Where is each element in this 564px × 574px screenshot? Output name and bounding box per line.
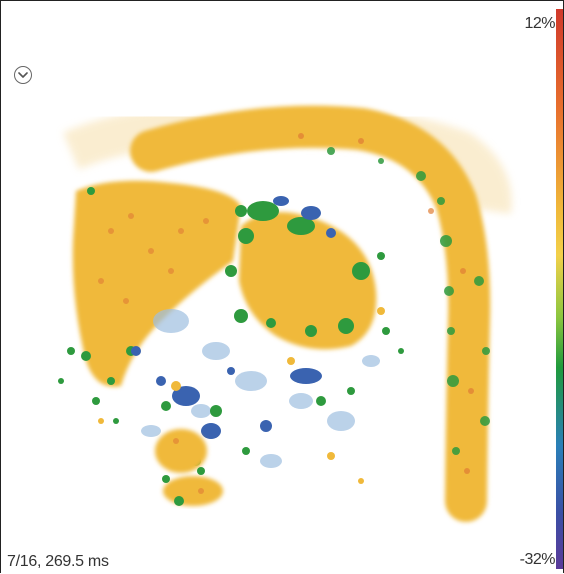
expand-button[interactable]: [14, 66, 32, 84]
chevron-down-icon: [18, 72, 28, 78]
frame-info-label: 7/16, 269.5 ms: [7, 553, 109, 570]
strain-colorbar: [556, 9, 563, 569]
colorbar-min-label: -32%: [519, 551, 556, 568]
colorbar-max-label: 12%: [524, 15, 555, 32]
